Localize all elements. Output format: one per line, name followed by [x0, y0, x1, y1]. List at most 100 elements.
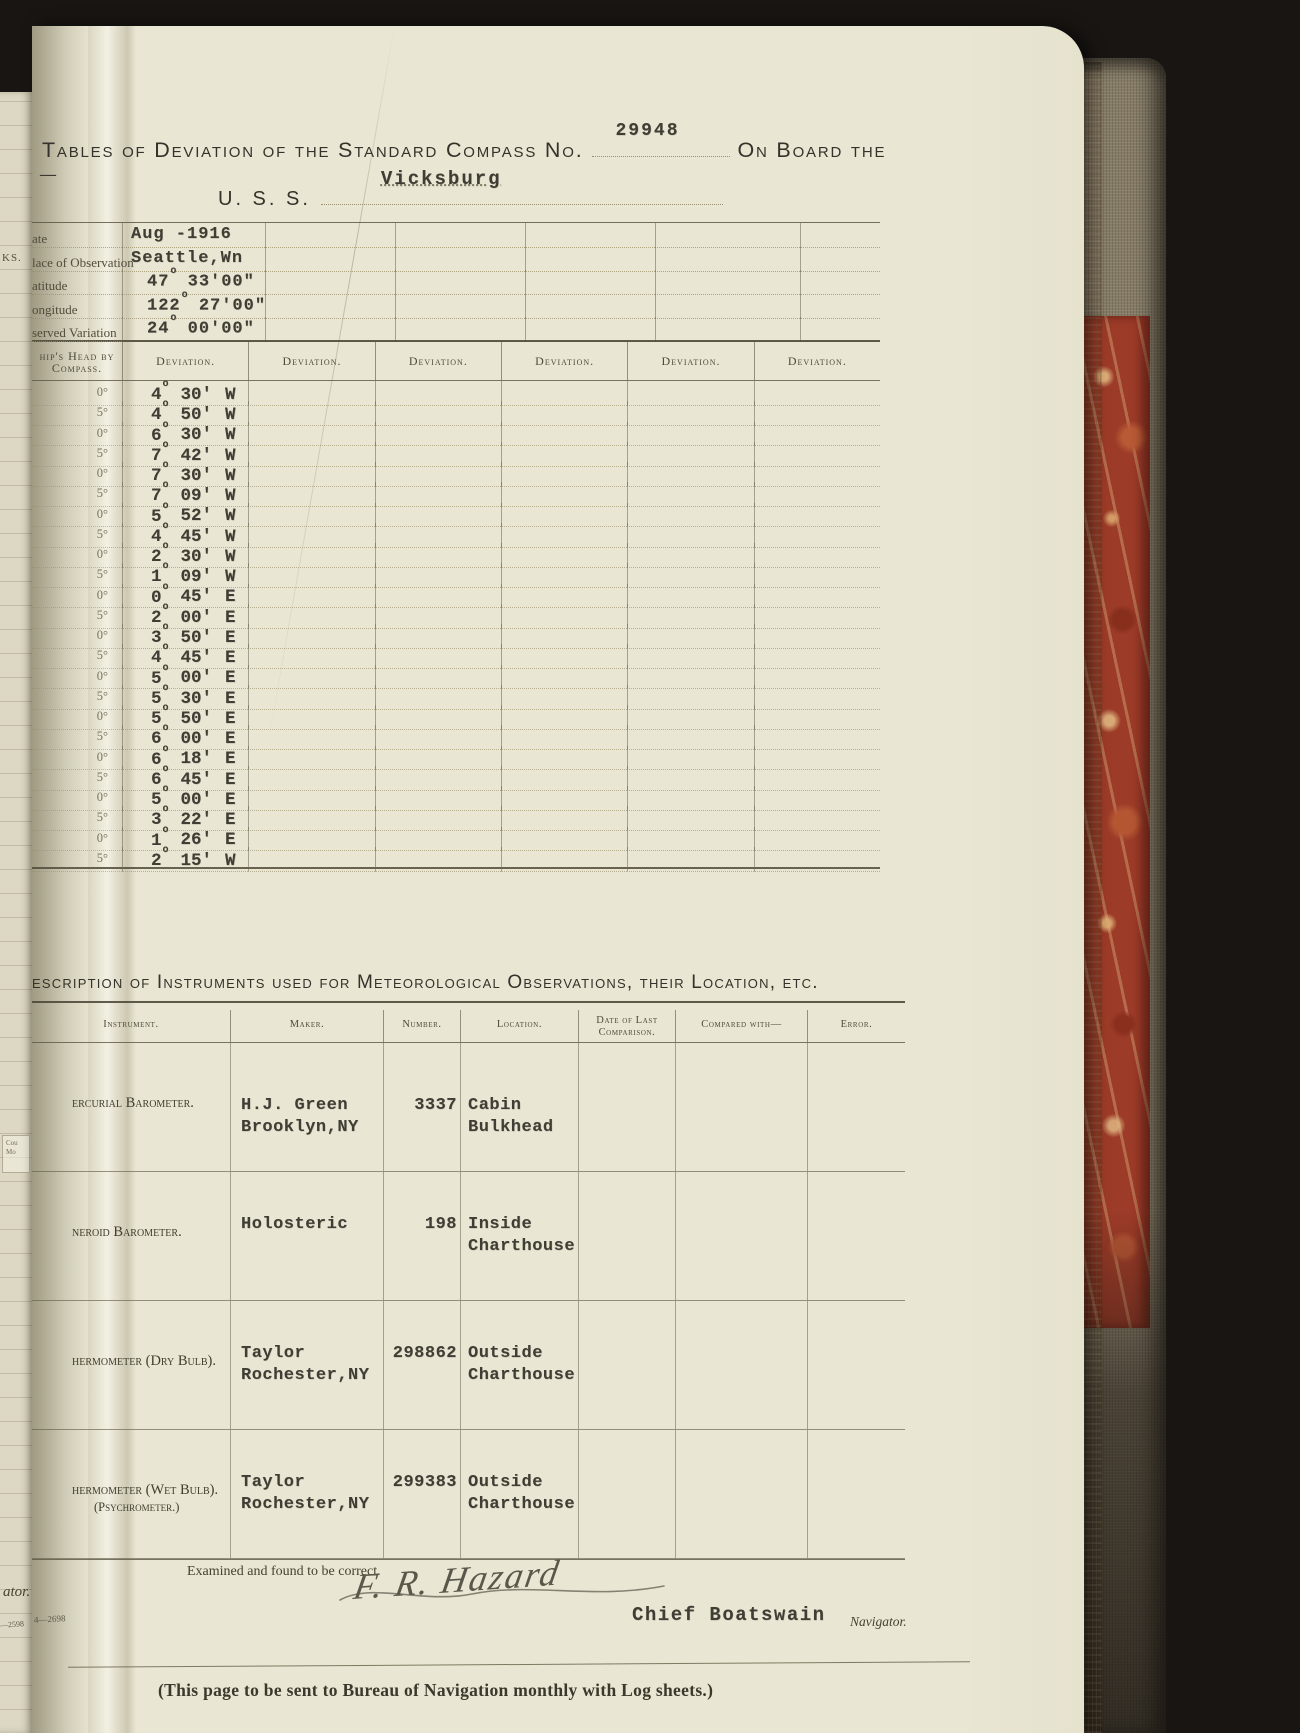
deviation-empty-cell: [627, 725, 754, 751]
deviation-empty-cell: [753, 826, 880, 852]
instrument-error-cell: [807, 1301, 905, 1429]
deviation-empty-cell: [374, 462, 501, 487]
deviation-value-cell: 7o30' W: [122, 460, 249, 487]
deviation-empty-cell: [753, 664, 880, 690]
instrument-number: 3337: [383, 1043, 460, 1171]
observation-empty-cell: [265, 270, 395, 296]
deviation-empty-cell: [248, 745, 375, 771]
observation-row: lace of Observation Seattle,Wn: [32, 246, 880, 272]
compass-number: 29948: [615, 121, 680, 141]
deviation-empty-cell: [248, 502, 375, 528]
observation-empty-cell: [655, 223, 800, 248]
ships-head-cell: 0°: [32, 827, 122, 852]
deviation-empty-cell: [374, 745, 501, 771]
instrument-name: ercurial Barometer.: [72, 1095, 194, 1111]
observation-row: ate Aug -1916: [32, 223, 880, 248]
deviation-empty-cell: [374, 563, 501, 589]
deviation-value-cell: 5o52' W: [122, 501, 249, 528]
instrument-number: 298862: [383, 1301, 460, 1429]
instruments-table-header: Instrument. Maker. Number. Location. Dat…: [32, 1010, 905, 1043]
deviation-empty-cell: [753, 441, 880, 467]
deviation-empty-cell: [501, 563, 628, 589]
deviation-empty-cell: [248, 705, 375, 730]
deviation-header-1: Deviation.: [122, 342, 248, 380]
deviation-rows: 0° 4o30' W 5° 4o50' W 0° 6o30' W 5° 7o42' W 0° 7o30' W…: [32, 379, 880, 872]
ships-head-cell: 5°: [32, 401, 122, 427]
deviation-empty-cell: [248, 441, 375, 467]
deviation-empty-cell: [753, 684, 880, 710]
title-text: Tables of Deviation of the Standard Comp…: [42, 138, 584, 162]
deviation-value-cell: 7o42' W: [122, 440, 249, 467]
ships-head-cell: 5°: [32, 644, 122, 670]
observation-value: 47o 33'00": [122, 266, 265, 296]
instrument-error-cell: [807, 1043, 905, 1171]
deviation-empty-cell: [627, 603, 754, 629]
observation-label: ongitude: [32, 294, 122, 319]
deviation-empty-cell: [627, 765, 754, 791]
deviation-value-cell: 4o30' W: [122, 379, 249, 406]
deviation-empty-cell: [374, 826, 501, 852]
deviation-table-row: 0° 6o30' W: [32, 420, 880, 447]
instrument-maker: H.J. Green Brooklyn,NY: [230, 1043, 383, 1171]
deviation-empty-cell: [248, 482, 375, 508]
ships-head-cell: 5°: [32, 685, 122, 710]
observation-empty-cell: [800, 317, 880, 343]
deviation-empty-cell: [248, 522, 375, 548]
log-page: — Tables of Deviation of the Standard Co…: [32, 25, 1084, 1733]
instrument-compared-cell: [675, 1301, 807, 1429]
instrument-number: 198: [383, 1172, 460, 1300]
observation-empty-cell: [525, 223, 655, 248]
deviation-empty-cell: [501, 644, 628, 670]
deviation-empty-cell: [627, 846, 754, 872]
deviation-value-cell: 5o00' E: [122, 663, 249, 690]
deviation-empty-cell: [248, 462, 375, 487]
marbled-endpaper: [1084, 316, 1150, 1328]
deviation-empty-cell: [501, 502, 628, 528]
deviation-empty-cell: [753, 563, 880, 589]
deviation-value-cell: 6o30' W: [122, 420, 249, 447]
observation-value: 24o 00'00": [122, 313, 265, 343]
deviation-value-cell: 4o45' W: [122, 521, 249, 548]
deviation-empty-cell: [753, 482, 880, 508]
deviation-empty-cell: [248, 644, 375, 670]
deviation-empty-cell: [627, 664, 754, 690]
ships-head-cell: 0°: [32, 746, 122, 771]
deviation-empty-cell: [501, 482, 628, 508]
deviation-empty-cell: [753, 846, 880, 872]
instrument-row: neroid Barometer. Holosteric 198 Inside Char…: [32, 1172, 905, 1301]
deviation-table-row: 5° 7o09' W: [32, 480, 880, 508]
deviation-table-row: 0° 5o00' E: [32, 663, 880, 690]
deviation-value-cell: 7o09' W: [122, 480, 249, 508]
header-location: Location.: [460, 1010, 578, 1042]
ships-head-cell: 0°: [32, 705, 122, 730]
observation-empty-cell: [800, 223, 880, 248]
deviation-empty-cell: [627, 705, 754, 730]
observation-empty-cell: [265, 246, 395, 272]
deviation-value-cell: 2o00' E: [122, 602, 249, 629]
navigator-label: Navigator.: [850, 1614, 907, 1629]
observation-empty-cell: [800, 246, 880, 272]
deviation-empty-cell: [374, 644, 501, 670]
deviation-empty-cell: [501, 462, 628, 487]
instrument-name: neroid Barometer.: [72, 1224, 182, 1240]
deviation-empty-cell: [627, 482, 754, 508]
deviation-empty-cell: [753, 644, 880, 670]
deviation-table-row: 5° 2o00' E: [32, 602, 880, 629]
observation-empty-cell: [395, 270, 525, 296]
deviation-empty-cell: [753, 401, 880, 427]
deviation-empty-cell: [627, 826, 754, 852]
deviation-empty-cell: [248, 381, 375, 406]
deviation-empty-cell: [627, 522, 754, 548]
ships-head-cell: 5°: [32, 847, 122, 872]
ships-head-cell: 5°: [32, 482, 122, 508]
instrument-row: hermometer (Dry Bulb). Taylor Rochester,NY…: [32, 1301, 905, 1430]
deviation-value-cell: 6o00' E: [122, 723, 249, 751]
deviation-empty-cell: [627, 786, 754, 811]
deviation-table-row: 5° 6o45' E: [32, 764, 880, 791]
observation-empty-cell: [800, 293, 880, 319]
observation-empty-cell: [265, 223, 395, 248]
deviation-value-cell: 2o15' W: [122, 845, 249, 872]
ships-head-cell: 0°: [32, 624, 122, 649]
observation-empty-cell: [265, 293, 395, 319]
